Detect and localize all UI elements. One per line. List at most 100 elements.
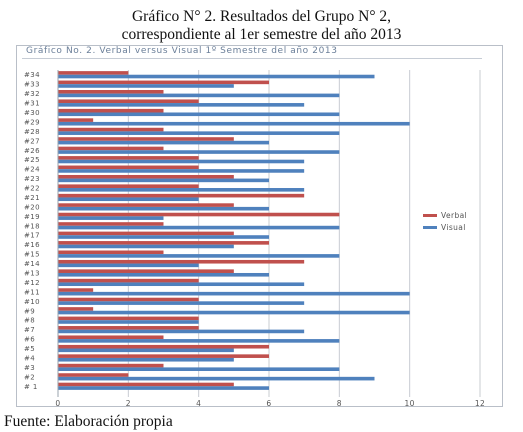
category-label-20: #20 — [24, 203, 40, 211]
bar-verbal-30 — [58, 108, 164, 113]
bar-verbal-10 — [58, 297, 199, 302]
bar-visual-13 — [58, 272, 269, 277]
bar-verbal-32 — [58, 90, 164, 94]
bar-verbal-33 — [58, 80, 269, 85]
bar-verbal-22 — [58, 184, 199, 189]
figure-title-line-2: correspondiente al 1er semestre del año … — [121, 26, 402, 43]
bar-verbal-16 — [58, 241, 269, 245]
bar-visual-9 — [58, 310, 410, 315]
category-label-28: #28 — [24, 128, 40, 136]
category-label-6: #6 — [24, 336, 35, 344]
bar-visual-10 — [58, 301, 305, 305]
bar-verbal-18 — [58, 222, 164, 226]
bar-verbal-13 — [58, 269, 234, 273]
bar-verbal-27 — [58, 137, 234, 141]
bar-verbal-24 — [58, 165, 199, 170]
source-note: Fuente: Elaboración propia — [4, 413, 173, 430]
category-label-18: #18 — [24, 222, 40, 230]
bar-visual-1 — [58, 386, 269, 390]
bar-verbal-6 — [58, 335, 164, 340]
bar-visual-4 — [58, 357, 234, 362]
bar-verbal-20 — [58, 203, 234, 207]
category-label-27: #27 — [24, 137, 40, 145]
bar-visual-7 — [58, 329, 305, 334]
bar-verbal-7 — [58, 326, 199, 330]
bar-visual-25 — [58, 159, 305, 164]
x-tick-label-4: 4 — [196, 399, 201, 408]
category-label-17: #17 — [24, 232, 40, 240]
bar-verbal-1 — [58, 382, 234, 387]
bar-visual-34 — [58, 74, 375, 79]
category-label-8: #8 — [24, 317, 35, 325]
bar-verbal-3 — [58, 363, 164, 368]
legend-label-visual: Visual — [441, 223, 466, 232]
category-label-26: #26 — [24, 147, 40, 155]
bar-verbal-5 — [58, 344, 269, 349]
category-label-2: #2 — [24, 373, 35, 381]
x-tick-label-2: 2 — [126, 399, 131, 408]
category-label-15: #15 — [24, 251, 40, 259]
bar-visual-22 — [58, 188, 305, 192]
bar-visual-16 — [58, 244, 234, 249]
bar-verbal-19 — [58, 212, 340, 217]
bar-visual-30 — [58, 112, 340, 117]
chart-title-box — [22, 44, 482, 59]
category-label-21: #21 — [24, 194, 40, 202]
figure-title-line-1: Gráfico N° 2. Resultados del Grupo N° 2, — [131, 8, 392, 25]
category-label-22: #22 — [24, 185, 40, 193]
bar-verbal-28 — [58, 127, 164, 132]
category-label-5: #5 — [24, 345, 35, 353]
bar-visual-24 — [58, 169, 305, 173]
category-label-19: #19 — [24, 213, 40, 221]
category-label-4: #4 — [24, 354, 35, 362]
bar-verbal-31 — [58, 99, 199, 104]
category-label-25: #25 — [24, 156, 40, 164]
bar-visual-12 — [58, 282, 305, 287]
bar-verbal-25 — [58, 156, 199, 160]
category-label-31: #31 — [24, 100, 40, 108]
bar-verbal-12 — [58, 278, 199, 283]
bar-visual-32 — [58, 93, 340, 98]
bar-verbal-14 — [58, 259, 305, 264]
category-label-34: #34 — [24, 71, 40, 79]
bar-verbal-26 — [58, 146, 164, 151]
bar-visual-27 — [58, 140, 269, 145]
bar-visual-5 — [58, 348, 234, 353]
bar-visual-8 — [58, 320, 199, 324]
legend-label-verbal: Verbal — [441, 211, 467, 220]
bar-visual-21 — [58, 197, 199, 202]
x-tick-label-0: 0 — [55, 399, 60, 408]
bar-visual-31 — [58, 103, 305, 107]
bar-visual-18 — [58, 225, 340, 230]
bar-verbal-11 — [58, 288, 94, 292]
bar-visual-14 — [58, 263, 199, 268]
bar-visual-29 — [58, 121, 410, 126]
bar-verbal-4 — [58, 354, 269, 358]
bar-verbal-21 — [58, 193, 305, 198]
legend-swatch-visual — [423, 226, 437, 229]
category-label-9: #9 — [24, 307, 35, 315]
category-label-24: #24 — [24, 166, 40, 174]
category-label-11: #11 — [24, 288, 40, 296]
x-tick-label-10: 10 — [404, 399, 414, 408]
bar-verbal-29 — [58, 118, 94, 122]
bar-visual-20 — [58, 206, 269, 211]
category-label-32: #32 — [24, 90, 40, 98]
chart-title: Gráfico No. 2. Verbal versus Visual 1º S… — [26, 46, 338, 56]
bar-visual-19 — [58, 216, 164, 220]
bar-visual-33 — [58, 84, 234, 88]
category-label-12: #12 — [24, 279, 40, 287]
x-tick-label-12: 12 — [475, 399, 485, 408]
bar-visual-3 — [58, 367, 340, 371]
bar-visual-11 — [58, 291, 410, 296]
bar-verbal-34 — [58, 71, 129, 75]
category-label-23: #23 — [24, 175, 40, 183]
category-label-10: #10 — [24, 298, 40, 306]
category-label-16: #16 — [24, 241, 40, 249]
bar-visual-15 — [58, 254, 340, 258]
bar-verbal-23 — [58, 174, 234, 179]
category-label-33: #33 — [24, 81, 40, 89]
bar-visual-26 — [58, 150, 340, 154]
bar-verbal-8 — [58, 316, 199, 321]
category-label-3: #3 — [24, 364, 35, 372]
